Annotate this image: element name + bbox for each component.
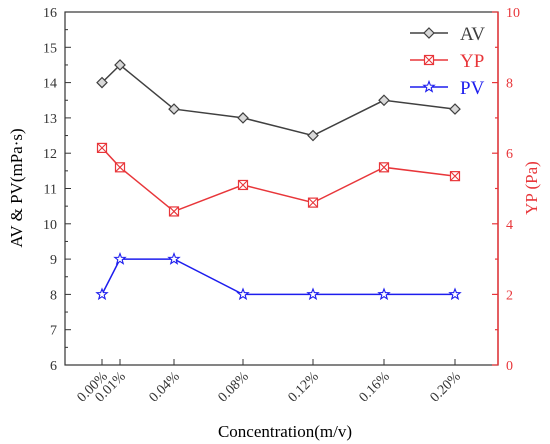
data-point	[113, 252, 127, 265]
right-tick-label: 4	[506, 218, 513, 233]
right-tick-label: 10	[506, 6, 520, 21]
left-tick-label: 13	[43, 112, 57, 127]
data-point-cross	[169, 206, 179, 217]
data-point	[422, 79, 436, 93]
legend-label: PV	[460, 78, 485, 99]
right-axis-ticks: 0 2 4 6 8 10	[492, 6, 520, 374]
x-tick-label: 0.12%	[286, 369, 322, 405]
data-point-cross	[115, 162, 125, 173]
legend-item-pv: PV	[410, 78, 485, 99]
x-tick-label: 0.04%	[147, 369, 183, 405]
data-point	[236, 287, 250, 301]
data-point-cross	[424, 55, 434, 65]
left-tick-label: 12	[43, 147, 57, 162]
data-point-cross	[450, 171, 460, 182]
left-tick-label: 11	[44, 183, 57, 198]
right-tick-label: 8	[506, 77, 513, 92]
left-axis-ticks: 6 7 8 9 10 11 12 13 14 15 16	[43, 6, 71, 374]
series-av	[96, 59, 461, 142]
data-point-cross	[238, 180, 248, 190]
data-point	[96, 76, 108, 89]
left-tick-label: 15	[43, 41, 57, 56]
y-axis-label-right: YP (Pa)	[522, 161, 541, 215]
left-tick-label: 10	[43, 218, 57, 233]
data-point	[448, 287, 462, 301]
legend-label: YP	[460, 51, 484, 72]
data-point	[449, 103, 461, 115]
series-line	[101, 63, 456, 137]
data-point-cross	[308, 197, 318, 208]
data-point	[237, 112, 249, 124]
data-point	[378, 94, 390, 107]
left-tick-label: 16	[43, 6, 57, 21]
right-tick-label: 2	[506, 288, 513, 303]
left-tick-label: 6	[50, 359, 57, 374]
data-point	[377, 287, 391, 301]
x-tick-label: 0.16%	[357, 369, 393, 405]
series-line	[101, 258, 455, 296]
data-point	[95, 287, 109, 301]
y-axis-label-left: AV & PV(mPa·s)	[7, 128, 26, 247]
series-line	[101, 147, 456, 213]
data-point	[307, 129, 319, 142]
left-tick-label: 14	[43, 77, 57, 92]
series-layer	[95, 59, 462, 301]
data-point-cross	[97, 143, 107, 153]
legend-label: AV	[460, 24, 485, 45]
left-tick-label: 7	[50, 324, 57, 339]
x-axis-label: Concentration(m/v)	[218, 422, 352, 441]
legend: AV YP PV	[410, 24, 485, 99]
right-tick-label: 6	[506, 147, 513, 162]
data-point	[114, 59, 126, 71]
data-point	[423, 27, 435, 39]
data-point	[168, 103, 180, 115]
x-axis-ticks: 0.00%0.01% 0.04% 0.08% 0.12% 0.16% 0.20%	[75, 359, 464, 405]
data-point	[306, 287, 320, 301]
data-point-cross	[379, 162, 389, 173]
data-point	[167, 252, 181, 265]
series-pv	[95, 252, 462, 301]
legend-item-yp: YP	[410, 51, 484, 72]
right-tick-label: 0	[506, 359, 513, 374]
x-tick-label: 0.20%	[428, 369, 464, 405]
series-yp	[96, 142, 461, 217]
legend-item-av: AV	[410, 24, 485, 45]
left-tick-label: 9	[50, 253, 57, 268]
x-tick-label: 0.08%	[216, 369, 252, 405]
left-tick-label: 8	[50, 288, 57, 303]
